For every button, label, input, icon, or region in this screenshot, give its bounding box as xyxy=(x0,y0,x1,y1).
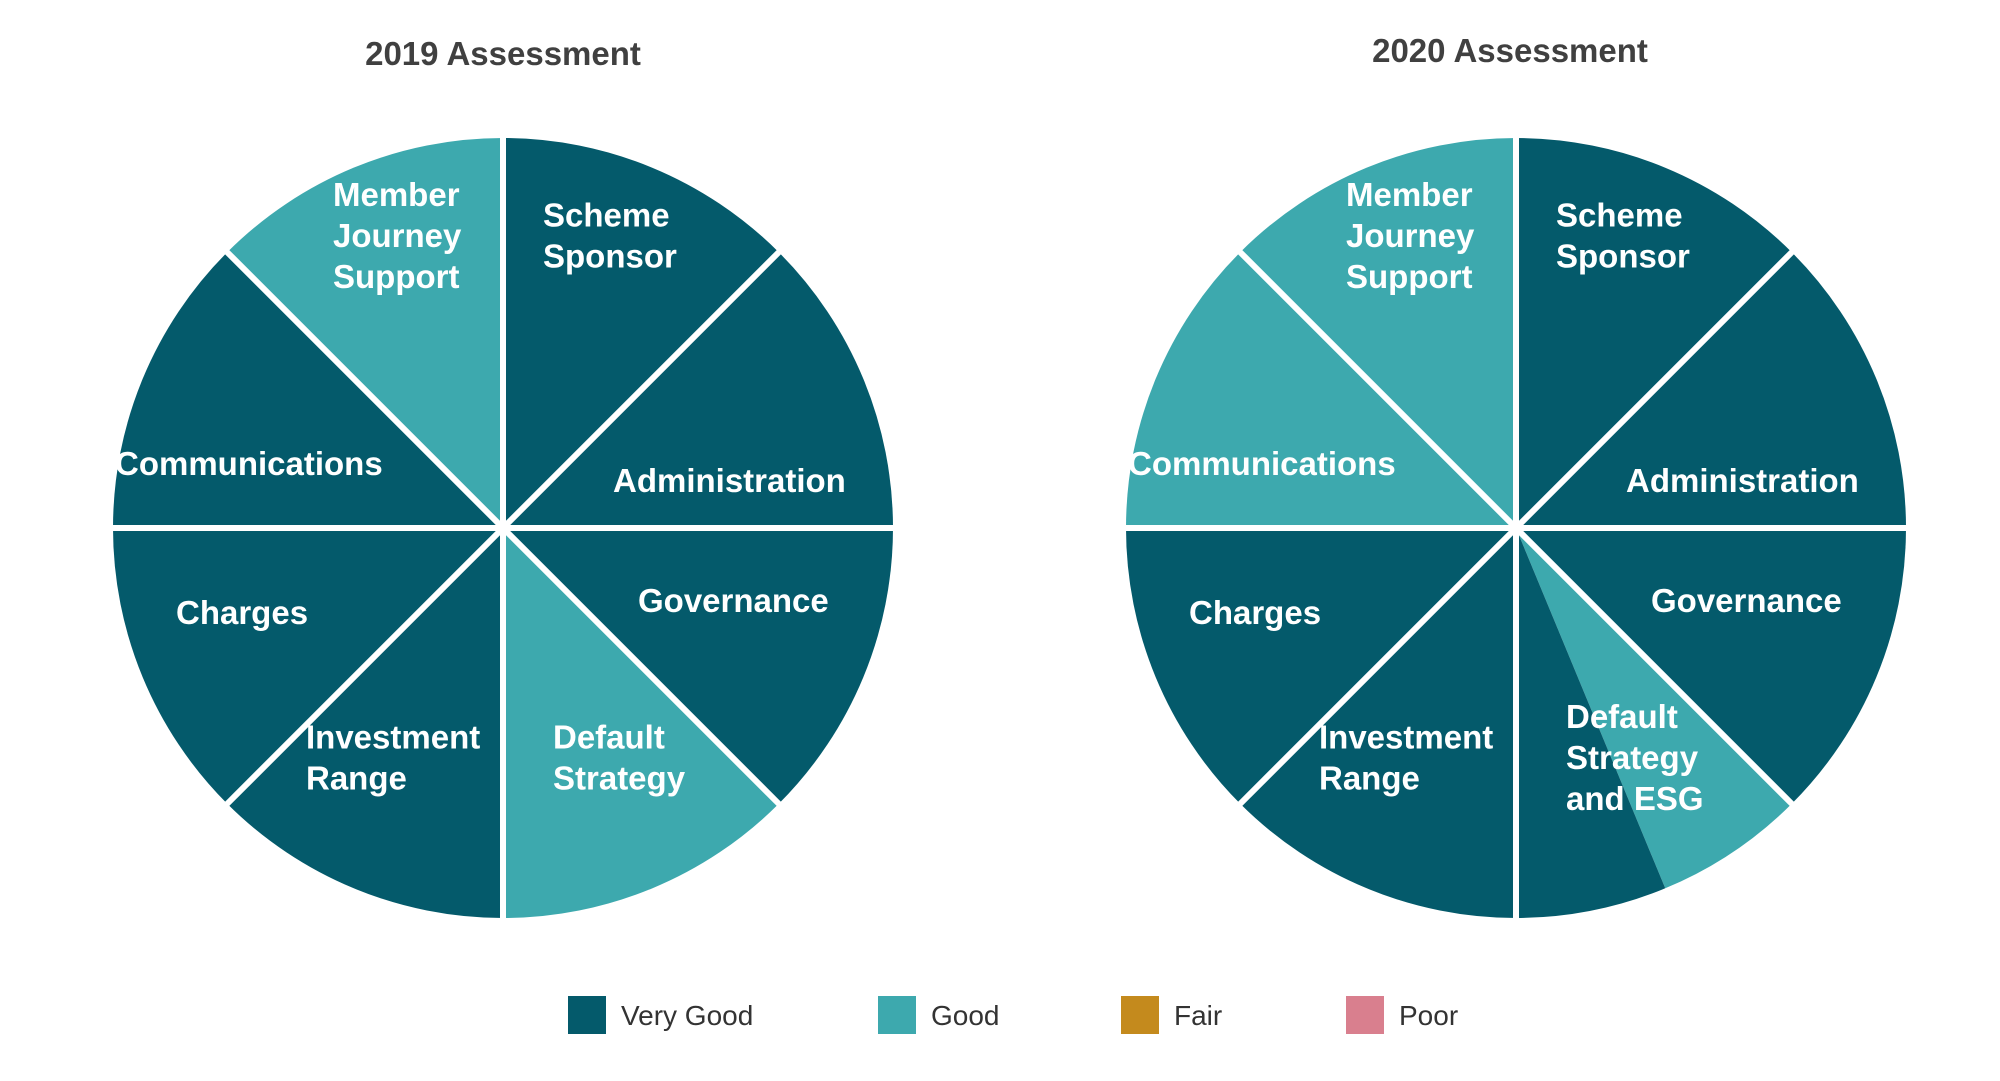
slice-label-line: Investment xyxy=(306,719,480,756)
slice-administration xyxy=(503,252,893,529)
slice-label-line: Strategy xyxy=(553,760,686,797)
slice-label-line: Governance xyxy=(1651,582,1842,619)
slice-label-line: and ESG xyxy=(1566,780,1704,817)
legend-label-very-good: Very Good xyxy=(621,1000,753,1031)
pie-2019: Scheme Sponsor Administration Governance Def… xyxy=(111,136,895,920)
slice-label-default-strategy: Default Strategy xyxy=(553,719,686,797)
slice-divider xyxy=(1236,525,1519,808)
legend-swatch-fair xyxy=(1121,996,1159,1034)
slice-divider xyxy=(500,525,783,808)
chart-title-2020: 2020 Assessment xyxy=(1372,32,1648,69)
slice-scheme-sponsor xyxy=(1516,138,1792,528)
slice-label-line: Journey xyxy=(333,217,462,254)
slice-investment-range xyxy=(227,528,504,918)
slice-label-line: Communications xyxy=(1128,445,1396,482)
slice-scheme-sponsor xyxy=(503,138,779,528)
slice-communications xyxy=(1126,252,1516,529)
slice-label-investment-range: Investment Range xyxy=(1319,719,1493,797)
slice-divider xyxy=(1513,248,1796,531)
slice-divider xyxy=(500,248,783,531)
legend-swatch-poor xyxy=(1346,996,1384,1034)
slice-label-communications: Communications xyxy=(1128,445,1396,482)
slice-label-line: Range xyxy=(306,760,407,797)
slice-label-member-journey-support: Member Journey Support xyxy=(1346,176,1475,295)
slice-label-default-strategy-and-esg: Default Strategy and ESG xyxy=(1566,698,1704,817)
slice-label-line: Communications xyxy=(115,445,383,482)
slice-label-line: Scheme xyxy=(1556,197,1683,234)
slice-label-line: Scheme xyxy=(543,197,670,234)
slice-label-scheme-sponsor: Scheme Sponsor xyxy=(1556,197,1690,275)
slice-label-governance: Governance xyxy=(638,582,829,619)
slice-label-line: Administration xyxy=(1626,462,1859,499)
slice-label-line: Support xyxy=(1346,258,1472,295)
legend-label-poor: Poor xyxy=(1399,1000,1458,1031)
legend: Very Good Good Fair Poor xyxy=(568,996,1458,1034)
slice-communications xyxy=(113,252,503,529)
slice-label-communications: Communications xyxy=(115,445,383,482)
slice-member-journey-support xyxy=(1240,138,1516,528)
slice-label-line: Administration xyxy=(613,462,846,499)
slice-governance xyxy=(503,528,893,804)
slice-label-administration: Administration xyxy=(1626,462,1859,499)
slice-label-administration: Administration xyxy=(613,462,846,499)
slice-divider xyxy=(223,248,506,531)
slice-member-journey-support xyxy=(227,138,504,528)
slice-charges xyxy=(1126,528,1516,804)
chart-title-2019: 2019 Assessment xyxy=(365,35,641,72)
slice-label-investment-range: Investment Range xyxy=(306,719,480,797)
legend-swatch-good xyxy=(878,996,916,1034)
slice-label-line: Sponsor xyxy=(543,238,677,275)
slice-governance xyxy=(1516,528,1906,804)
slice-label-line: Range xyxy=(1319,760,1420,797)
slice-divider xyxy=(1236,248,1519,531)
legend-swatch-very-good xyxy=(568,996,606,1034)
slice-label-governance: Governance xyxy=(1651,582,1842,619)
slice-label-line: Support xyxy=(333,258,459,295)
slice-charges xyxy=(113,528,503,804)
slice-label-charges: Charges xyxy=(176,594,308,631)
slice-administration xyxy=(1516,252,1906,529)
pie-2020: Scheme Sponsor Administration Governance Def… xyxy=(1124,136,1908,920)
slice-label-line: Default xyxy=(1566,698,1678,735)
slice-label-line: Member xyxy=(1346,176,1473,213)
slice-label-line: Governance xyxy=(638,582,829,619)
slice-label-member-journey-support: Member Journey Support xyxy=(333,176,462,295)
slice-label-line: Journey xyxy=(1346,217,1475,254)
slice-default-strategy xyxy=(503,528,779,918)
slice-label-line: Strategy xyxy=(1566,739,1699,776)
legend-label-fair: Fair xyxy=(1174,1000,1222,1031)
slice-default-strategy-and-esg-part-a xyxy=(1516,528,1792,889)
slice-label-line: Charges xyxy=(1189,594,1321,631)
slice-label-line: Investment xyxy=(1319,719,1493,756)
slice-divider xyxy=(223,525,506,808)
slice-label-charges: Charges xyxy=(1189,594,1321,631)
slice-label-scheme-sponsor: Scheme Sponsor xyxy=(543,197,677,275)
slice-divider xyxy=(1513,525,1796,808)
slice-default-strategy-and-esg-part-b xyxy=(1516,528,1666,918)
slice-label-line: Default xyxy=(553,719,665,756)
slice-label-line: Member xyxy=(333,176,460,213)
slice-investment-range xyxy=(1240,528,1516,918)
slice-label-line: Sponsor xyxy=(1556,238,1690,275)
slice-label-line: Charges xyxy=(176,594,308,631)
legend-label-good: Good xyxy=(931,1000,1000,1031)
